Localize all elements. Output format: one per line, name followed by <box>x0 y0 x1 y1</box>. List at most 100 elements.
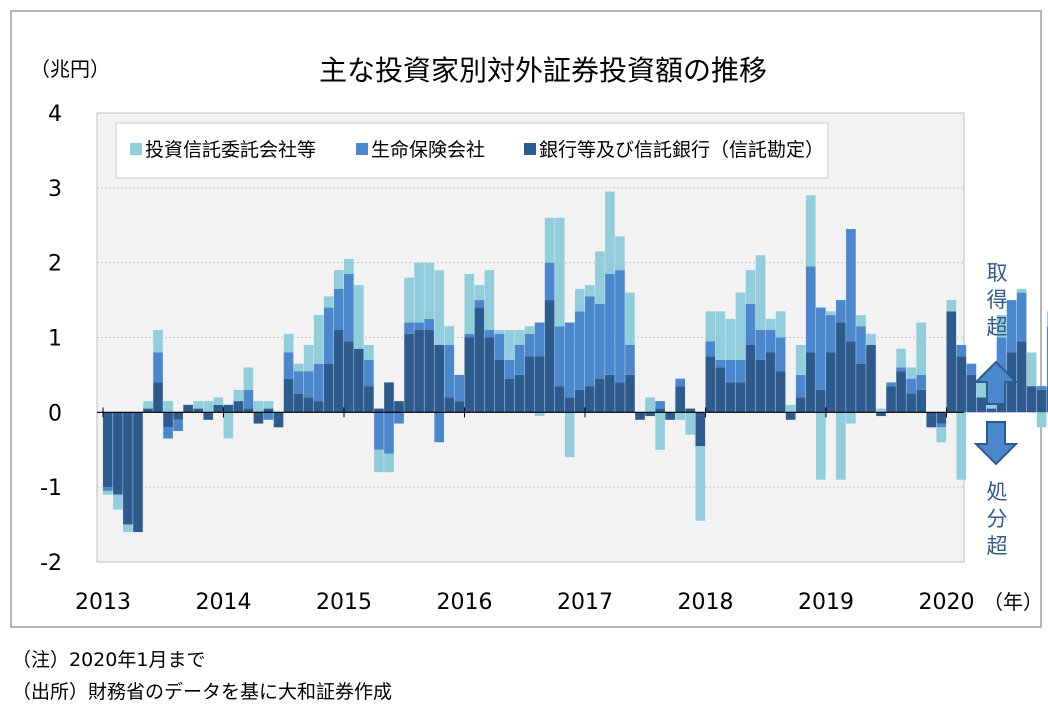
bar-segment <box>936 423 947 428</box>
bar-segment <box>143 408 153 413</box>
bar-segment <box>394 412 404 424</box>
x-axis-unit: （年） <box>983 590 1043 614</box>
bar-segment <box>273 412 284 428</box>
bar-segment <box>765 352 776 413</box>
bar-segment <box>725 359 736 383</box>
bar-segment <box>514 374 525 413</box>
bar-segment <box>826 352 836 413</box>
x-tick-label: 2014 <box>196 590 252 615</box>
bar-segment <box>213 404 224 413</box>
bar-segment <box>926 412 937 428</box>
bar-segment <box>534 356 545 413</box>
bar-segment <box>414 330 424 413</box>
y-tick-label: -2 <box>40 551 62 576</box>
bar-segment <box>876 412 886 417</box>
bar-segment <box>886 386 896 413</box>
legend-label: 生命保険会社 <box>371 139 485 161</box>
bar-segment <box>223 404 234 413</box>
bar-segment <box>333 330 344 413</box>
bar-segment <box>163 412 173 428</box>
bar-segment <box>695 446 706 521</box>
bar-segment <box>745 303 756 345</box>
bar-segment <box>213 397 224 405</box>
bar-segment <box>223 412 234 439</box>
x-tick-labels: 2013 2014 2015 2016 2017 2018 2019 2020 <box>75 590 975 615</box>
bar-segment <box>836 300 846 323</box>
bar-segment <box>826 311 836 316</box>
bar-segment <box>956 356 967 413</box>
y-tick-label: 4 <box>48 102 62 127</box>
bar-segment <box>916 322 927 375</box>
bar-segment <box>404 333 414 413</box>
legend-swatch <box>524 143 536 155</box>
bar-segment <box>464 333 475 338</box>
bar-segment <box>635 412 645 420</box>
bar-segment <box>856 326 866 364</box>
chart-title: 主な投資家別対外証券投資額の推移 <box>319 54 767 87</box>
bar-segment <box>866 333 876 345</box>
bar-segment <box>655 408 665 413</box>
bar-segment <box>193 401 204 409</box>
bar-segment <box>444 397 455 413</box>
bar-segment <box>183 404 193 413</box>
bar-segment <box>364 386 374 413</box>
x-tick-label: 2018 <box>678 590 734 615</box>
bar-segment <box>956 344 967 357</box>
arrow-up-icon <box>973 360 1019 405</box>
bar-segment <box>444 326 455 345</box>
bar-segment <box>243 408 254 413</box>
bar-segment <box>554 386 565 413</box>
bar-segment <box>303 344 314 372</box>
bar-segment <box>956 412 967 480</box>
bar-segment <box>494 333 505 360</box>
bar-segment <box>524 333 535 357</box>
y-tick-label: 0 <box>48 401 62 426</box>
bar-segment <box>113 412 123 495</box>
bar-segment <box>675 412 686 420</box>
bar-segment <box>795 344 806 375</box>
bar-segment <box>705 356 716 413</box>
bar-segment <box>605 191 615 274</box>
bar-segment <box>484 337 495 413</box>
bar-segment <box>514 344 525 375</box>
bar-segment <box>203 401 214 413</box>
bar-segment <box>414 322 424 331</box>
bar-segment <box>364 344 374 360</box>
bar-segment <box>675 386 686 413</box>
bar-segment <box>344 273 354 342</box>
x-tick-label: 2016 <box>437 590 493 615</box>
bar-segment <box>846 228 856 342</box>
bar-segment <box>775 371 786 413</box>
bar-segment <box>1016 292 1027 342</box>
bar-segment <box>504 359 515 379</box>
bar-segment <box>715 359 726 368</box>
bar-segment <box>695 412 706 446</box>
bar-segment <box>544 217 555 263</box>
bar-segment <box>896 367 906 372</box>
bar-segment <box>263 408 274 413</box>
bar-segment <box>454 374 465 402</box>
bar-segment <box>323 296 334 308</box>
acquisition-excess-indicator: 取得超 <box>973 261 1019 405</box>
bar-segment <box>434 270 445 345</box>
bar-segment <box>544 262 555 301</box>
legend-label: 銀行等及び信託銀行（信託勘定） <box>539 139 824 161</box>
bar-segment <box>474 300 485 308</box>
bar-segment <box>1026 352 1037 387</box>
bar-segment <box>705 341 716 357</box>
x-tick-label: 2017 <box>557 590 613 615</box>
bar-segment <box>986 408 997 413</box>
bar-segment <box>323 307 334 364</box>
bar-segment <box>424 318 434 331</box>
x-tick-label: 2013 <box>75 590 131 615</box>
bar-segment <box>906 367 916 379</box>
bar-segment <box>354 348 364 413</box>
bar-segment <box>494 359 505 413</box>
bar-segment <box>775 337 786 372</box>
bar-segment <box>946 300 957 312</box>
bar-segment <box>534 322 545 357</box>
bar-segment <box>1016 288 1027 293</box>
bar-segment <box>374 412 384 450</box>
bar-segment <box>333 288 344 331</box>
bar-segment <box>424 330 434 413</box>
